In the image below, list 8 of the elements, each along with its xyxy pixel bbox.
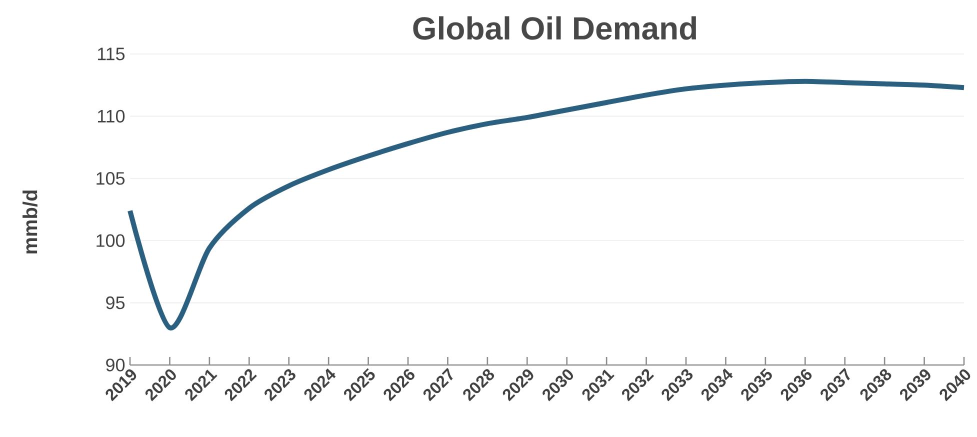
y-tick-label: 90 (106, 358, 125, 372)
y-tick-label: 95 (106, 296, 125, 310)
chart-title: Global Oil Demand (413, 16, 696, 40)
y-axis-title: mmb/d (22, 190, 38, 254)
y-tick-label: 110 (98, 110, 125, 123)
y-tick-label: 105 (96, 172, 125, 185)
y-tick-label: 100 (96, 234, 125, 247)
y-tick-label: 115 (98, 48, 125, 60)
